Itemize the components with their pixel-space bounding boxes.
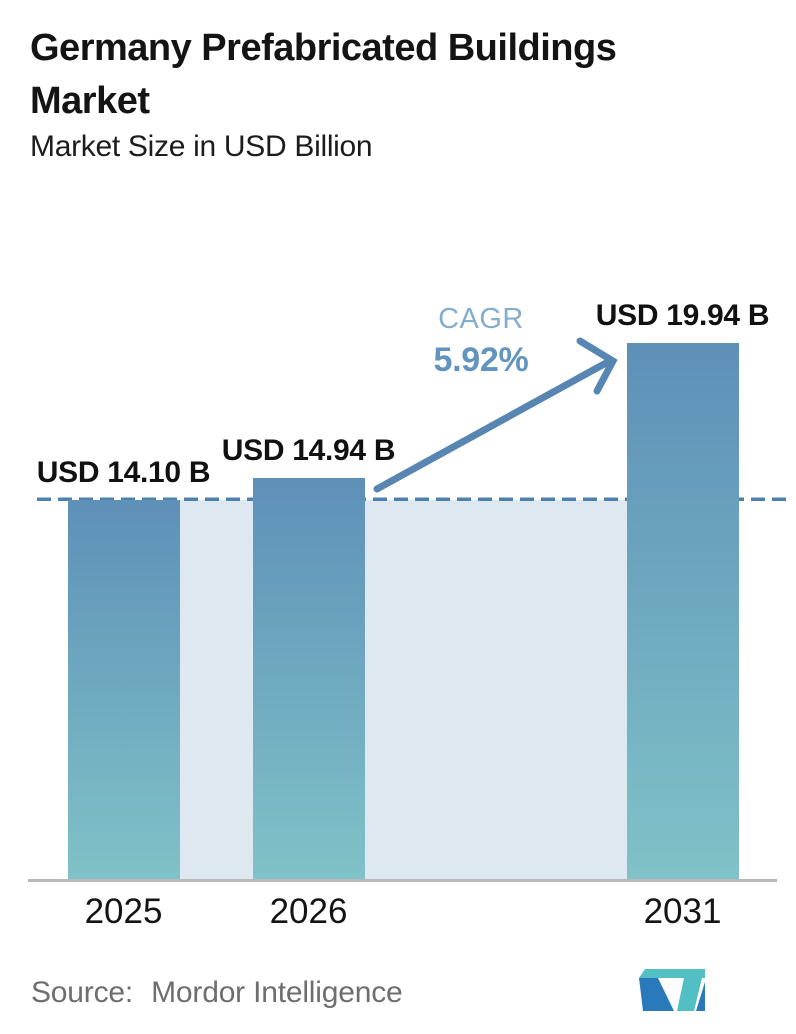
x-tick-2026: 2026 xyxy=(269,892,348,931)
bar-2026 xyxy=(252,477,365,881)
value-label-2031: USD 19.94 B xyxy=(595,298,770,332)
mordor-intelligence-logo xyxy=(639,969,705,1011)
x-tick-2031: 2031 xyxy=(643,892,722,931)
x-tick-2025: 2025 xyxy=(84,892,163,931)
cagr-annotation: CAGR 5.92% xyxy=(434,303,529,379)
source-credit: Source: Mordor Intelligence xyxy=(31,976,403,1010)
source-name: Mordor Intelligence xyxy=(151,976,403,1009)
bar-2025 xyxy=(67,500,180,881)
cagr-value: 5.92% xyxy=(433,341,529,379)
bar-2031 xyxy=(626,342,739,881)
value-label-2025: USD 14.10 B xyxy=(36,456,211,490)
page-title: Germany Prefabricated Buildings Market xyxy=(30,27,617,122)
cagr-label: CAGR xyxy=(438,303,524,335)
value-label-2026: USD 14.94 B xyxy=(221,433,396,467)
page-subtitle: Market Size in USD Billion xyxy=(30,130,373,163)
source-label: Source: xyxy=(31,976,133,1009)
x-axis-line xyxy=(28,879,777,882)
